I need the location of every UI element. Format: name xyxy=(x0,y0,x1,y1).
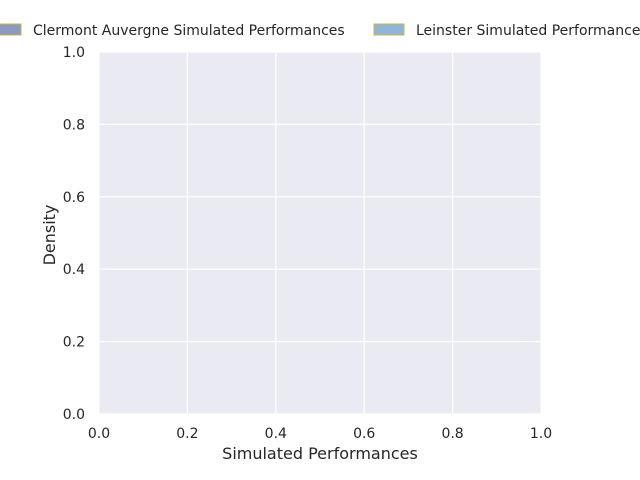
y-tick-label: 0.6 xyxy=(63,190,85,206)
x-tick-label: 0.2 xyxy=(176,426,198,442)
y-axis-ticks: 0.0 0.2 0.4 0.6 0.8 1.0 xyxy=(63,45,85,423)
x-tick-label: 1.0 xyxy=(530,426,552,442)
y-tick-label: 0.4 xyxy=(63,262,85,278)
legend-swatch xyxy=(373,23,405,36)
y-tick-label: 0.2 xyxy=(63,335,85,351)
legend: Clermont Auvergne Simulated Performances… xyxy=(0,23,640,39)
grid-lines xyxy=(98,51,542,415)
legend-label: Leinster Simulated Performances xyxy=(416,23,640,39)
x-axis-ticks: 0.0 0.2 0.4 0.6 0.8 1.0 xyxy=(88,426,552,442)
x-tick-label: 0.0 xyxy=(88,426,110,442)
y-axis-label: Density xyxy=(40,205,59,266)
y-tick-label: 0.8 xyxy=(63,117,85,133)
y-tick-label: 1.0 xyxy=(63,45,85,61)
x-axis-label: Simulated Performances xyxy=(222,444,418,463)
x-tick-label: 0.8 xyxy=(441,426,463,442)
y-tick-label: 0.0 xyxy=(63,407,85,423)
plot-area xyxy=(99,52,541,414)
legend-swatch xyxy=(0,23,22,36)
x-tick-label: 0.4 xyxy=(265,426,287,442)
x-tick-label: 0.6 xyxy=(353,426,375,442)
legend-label: Clermont Auvergne Simulated Performances xyxy=(33,23,345,39)
